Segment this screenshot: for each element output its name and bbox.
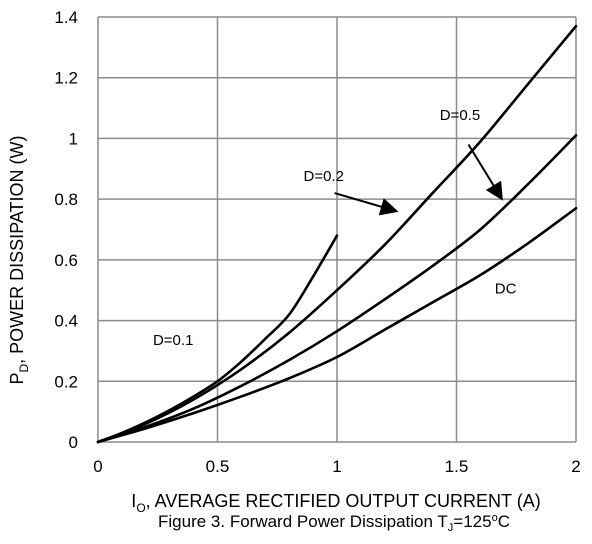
series-lines — [96, 24, 578, 444]
x-tick-label: 1.5 — [445, 457, 469, 476]
series-line-dc — [96, 206, 578, 444]
annotation-arrow — [467, 143, 503, 201]
x-axis-title: IO, AVERAGE RECTIFIED OUTPUT CURRENT (A) — [131, 491, 540, 515]
y-tick-label: 1.2 — [54, 69, 78, 88]
x-tick-label: 0 — [93, 457, 102, 476]
figure-caption: Figure 3. Forward Power Dissipation TJ=1… — [158, 512, 510, 534]
y-tick-label: 0.8 — [54, 190, 78, 209]
annotation-arrow — [334, 192, 399, 216]
y-tick-label: 0.4 — [54, 312, 78, 331]
annotation-label: D=0.5 — [440, 107, 480, 124]
y-tick-label: 0.6 — [54, 251, 78, 270]
y-tick-label: 1 — [69, 129, 78, 148]
x-tick-label: 1 — [332, 457, 341, 476]
y-tick-label: 0 — [69, 433, 78, 452]
tick-labels: 0 0.5 1 1.5 2 0 0.2 0.4 0.6 0.8 1 1.2 1.4 — [54, 8, 580, 476]
annotation-label: D=0.2 — [304, 168, 344, 185]
grid — [97, 16, 577, 443]
y-tick-label: 0.2 — [54, 372, 78, 391]
annotation-label: DC — [495, 280, 517, 297]
y-axis-title: PD, POWER DISSIPATION (W) — [7, 135, 31, 384]
x-tick-label: 0.5 — [206, 457, 230, 476]
x-tick-label: 2 — [571, 457, 580, 476]
series-line-d-0-5 — [96, 134, 578, 444]
annotations: D=0.1 D=0.2 D=0.5 DC — [153, 107, 517, 349]
series-line-d-0-2 — [96, 24, 578, 444]
y-tick-label: 1.4 — [54, 8, 78, 27]
annotation-label: D=0.1 — [153, 332, 193, 349]
